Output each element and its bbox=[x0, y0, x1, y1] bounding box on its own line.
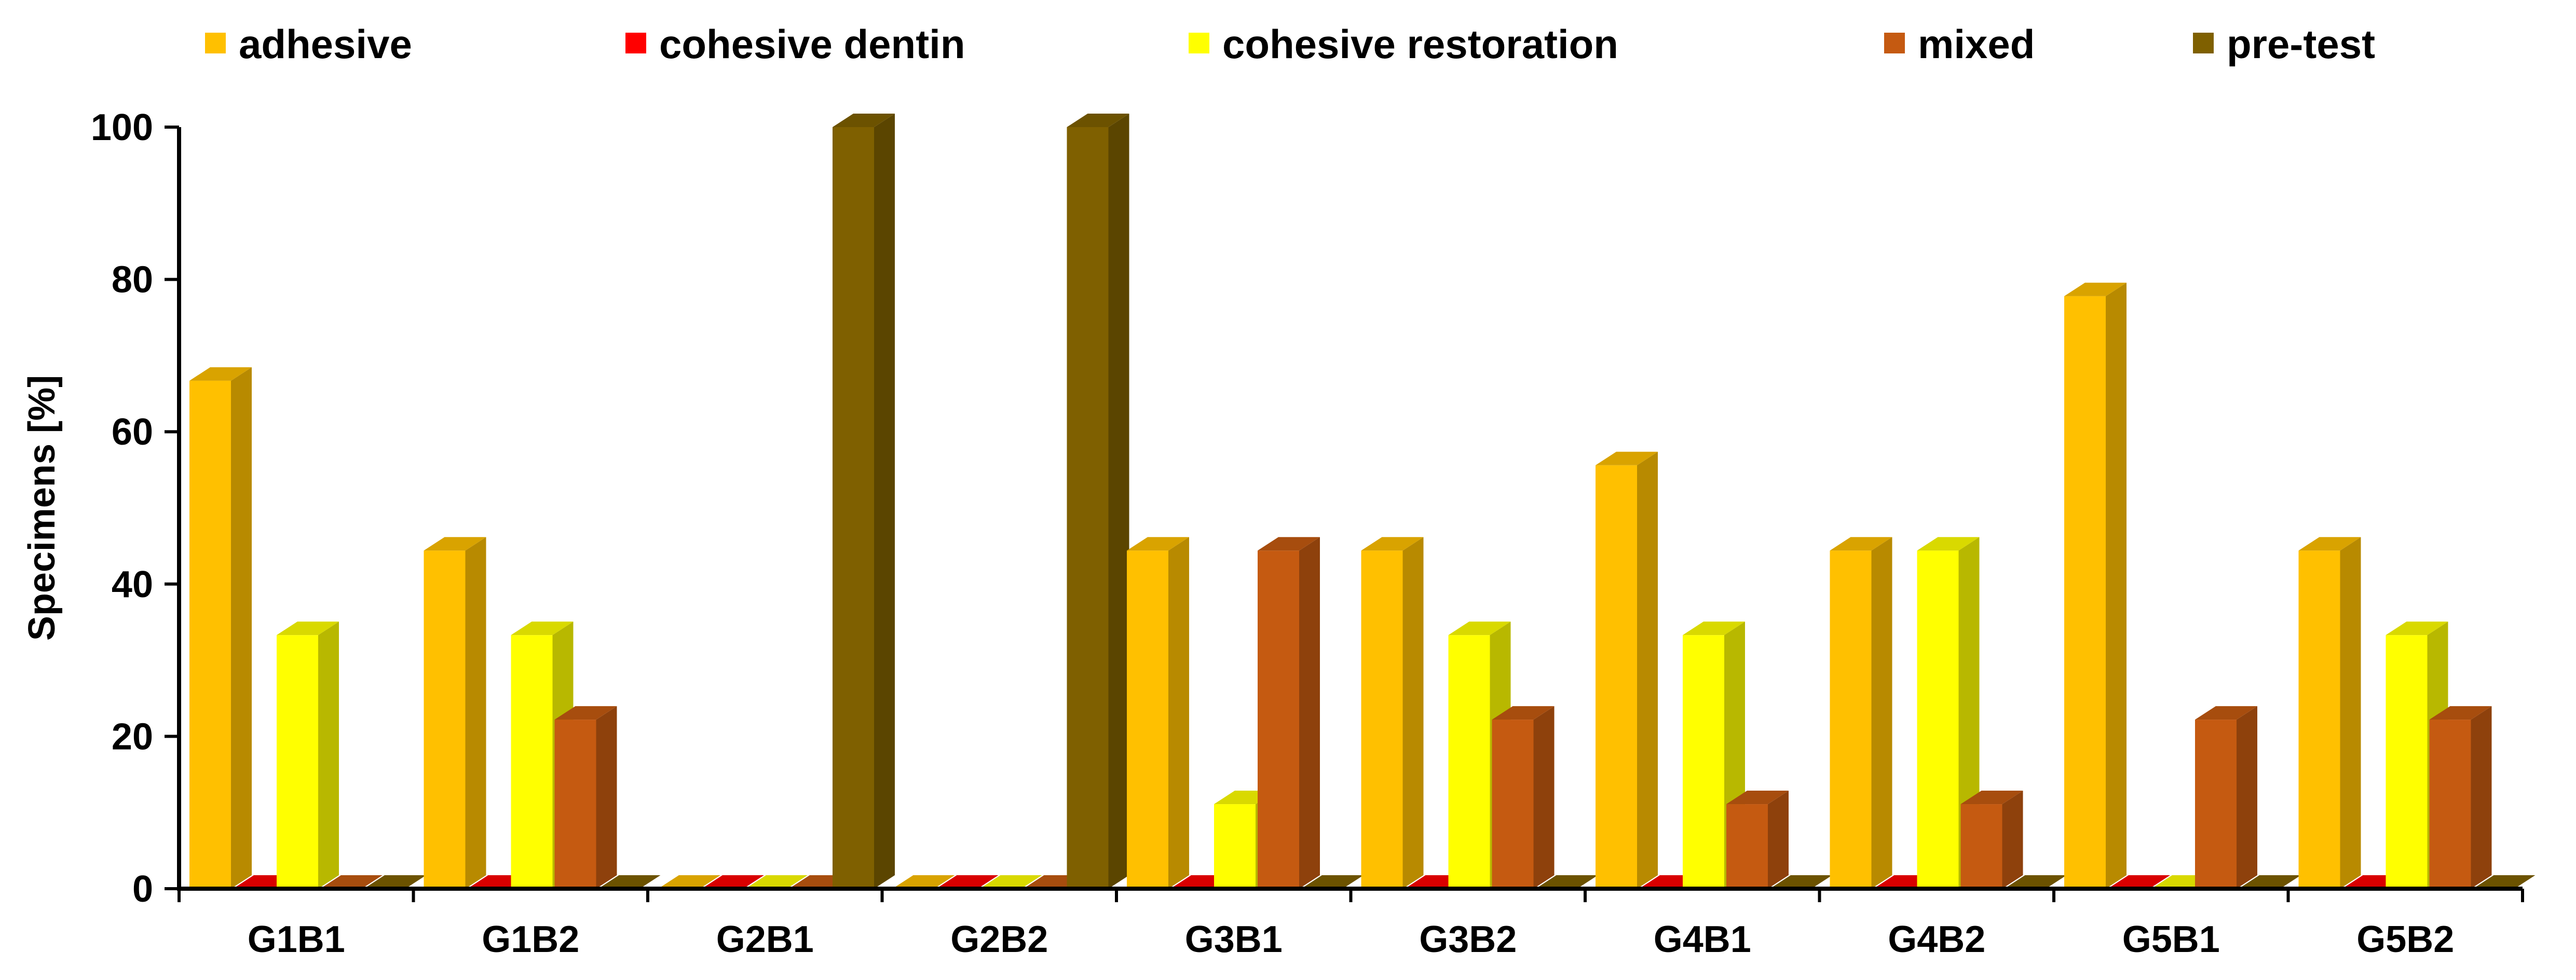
bar-g1b2-adhesive bbox=[424, 537, 486, 889]
bar-g1b1-cohesive-restoration bbox=[277, 622, 339, 889]
legend-swatch-adhesive bbox=[205, 33, 226, 53]
x-tick-label: G4B1 bbox=[1654, 919, 1751, 960]
bar-g3b2-pre-test bbox=[1535, 875, 1598, 889]
y-tick-label: 20 bbox=[112, 716, 153, 757]
x-tick-label: G4B2 bbox=[1888, 919, 1985, 960]
bar-g4b1-mixed bbox=[1726, 791, 1789, 889]
bar-g4b2-adhesive bbox=[1830, 537, 1892, 889]
legend: adhesive cohesive dentin cohesive restorat… bbox=[205, 21, 2375, 67]
legend-label-pre-test: pre-test bbox=[2227, 21, 2375, 67]
bar-g3b2-mixed bbox=[1492, 706, 1555, 889]
bar-group-g1b1 bbox=[189, 367, 426, 889]
bar-g5b1-pre-test bbox=[2239, 875, 2301, 889]
bar-group-g5b1 bbox=[2064, 282, 2301, 889]
legend-item-mixed: mixed bbox=[1884, 21, 2035, 67]
x-tick-label: G1B2 bbox=[482, 919, 579, 960]
bar-g2b1-cohesive-restoration bbox=[745, 875, 808, 889]
bar-g5b2-pre-test bbox=[2473, 875, 2536, 889]
legend-label-cohesive-dentin: cohesive dentin bbox=[659, 21, 965, 67]
bar-g3b1-mixed bbox=[1258, 537, 1320, 889]
legend-item-pre-test: pre-test bbox=[2193, 21, 2375, 67]
bar-g2b2-pre-test bbox=[1067, 114, 1129, 889]
legend-item-cohesive-restoration: cohesive restoration bbox=[1189, 21, 1618, 67]
axes bbox=[177, 127, 2524, 902]
bar-g4b2-pre-test bbox=[2004, 875, 2067, 889]
legend-label-cohesive-restoration: cohesive restoration bbox=[1222, 21, 1618, 67]
bar-group-g1b2 bbox=[424, 537, 661, 889]
bars bbox=[189, 114, 2536, 889]
bar-group-g5b2 bbox=[2298, 537, 2536, 889]
y-tick-label: 60 bbox=[112, 411, 153, 453]
bar-g5b2-adhesive bbox=[2298, 537, 2361, 889]
bar-g1b2-mixed bbox=[554, 706, 617, 889]
bar-g3b1-pre-test bbox=[1301, 875, 1364, 889]
legend-swatch-cohesive-dentin bbox=[625, 33, 646, 53]
y-tick-label: 80 bbox=[112, 259, 153, 301]
legend-swatch-mixed bbox=[1884, 33, 1905, 53]
bar-g1b1-mixed bbox=[320, 875, 383, 889]
bar-g2b2-cohesive-restoration bbox=[979, 875, 1042, 889]
bar-g5b1-mixed bbox=[2195, 706, 2257, 889]
x-tick-label: G5B1 bbox=[2122, 919, 2220, 960]
x-tick-label: G2B2 bbox=[950, 919, 1048, 960]
bar-g5b2-mixed bbox=[2429, 706, 2492, 889]
legend-item-adhesive: adhesive bbox=[205, 21, 412, 67]
bar-group-g2b1 bbox=[658, 114, 895, 889]
y-ticks: 0 20 40 60 80 100 bbox=[91, 107, 179, 910]
y-axis-title: Specimens [%] bbox=[21, 375, 63, 641]
bar-g2b1-adhesive bbox=[658, 875, 720, 889]
bar-g2b2-cohesive-dentin bbox=[936, 875, 999, 889]
bar-group-g4b2 bbox=[1830, 537, 2067, 889]
bar-g1b2-pre-test bbox=[598, 875, 661, 889]
x-tick-label: G2B1 bbox=[716, 919, 814, 960]
bar-g2b2-adhesive bbox=[892, 875, 955, 889]
legend-label-mixed: mixed bbox=[1918, 21, 2035, 67]
bar-group-g4b1 bbox=[1596, 451, 1832, 889]
x-tick-label: G1B1 bbox=[248, 919, 345, 960]
y-tick-label: 0 bbox=[132, 868, 153, 910]
bar-g5b1-cohesive-dentin bbox=[2108, 875, 2170, 889]
bar-group-g3b1 bbox=[1127, 537, 1364, 889]
bar-group-g2b2 bbox=[892, 114, 1129, 889]
bar-g4b1-pre-test bbox=[1770, 875, 1832, 889]
bar-g3b1-adhesive bbox=[1127, 537, 1189, 889]
bar-g1b1-adhesive bbox=[189, 367, 252, 889]
x-tick-label: G3B2 bbox=[1419, 919, 1517, 960]
bar-g1b1-pre-test bbox=[364, 875, 426, 889]
bar-g5b1-adhesive bbox=[2064, 282, 2127, 889]
bar-g2b1-pre-test bbox=[833, 114, 895, 889]
legend-label-adhesive: adhesive bbox=[239, 21, 412, 67]
x-tick-label: G3B1 bbox=[1185, 919, 1283, 960]
bar-g3b2-adhesive bbox=[1361, 537, 1424, 889]
legend-item-cohesive-dentin: cohesive dentin bbox=[625, 21, 965, 67]
bar-g4b2-mixed bbox=[1960, 791, 2023, 889]
bar-g4b1-adhesive bbox=[1596, 451, 1658, 889]
bar-g2b1-cohesive-dentin bbox=[702, 875, 764, 889]
y-tick-label: 40 bbox=[112, 564, 153, 605]
legend-swatch-pre-test bbox=[2193, 33, 2214, 53]
bar-g4b2-cohesive-restoration bbox=[1917, 537, 1980, 889]
x-tick-label: G5B2 bbox=[2356, 919, 2454, 960]
bar-group-g3b2 bbox=[1361, 537, 1598, 889]
legend-swatch-cohesive-restoration bbox=[1189, 33, 1209, 53]
y-tick-label: 100 bbox=[91, 107, 153, 148]
x-labels: G1B1 G1B2 G2B1 G2B2 G3B1 G3B2 G4B1 G4B2 G5B1 G5B2 bbox=[248, 919, 2455, 960]
